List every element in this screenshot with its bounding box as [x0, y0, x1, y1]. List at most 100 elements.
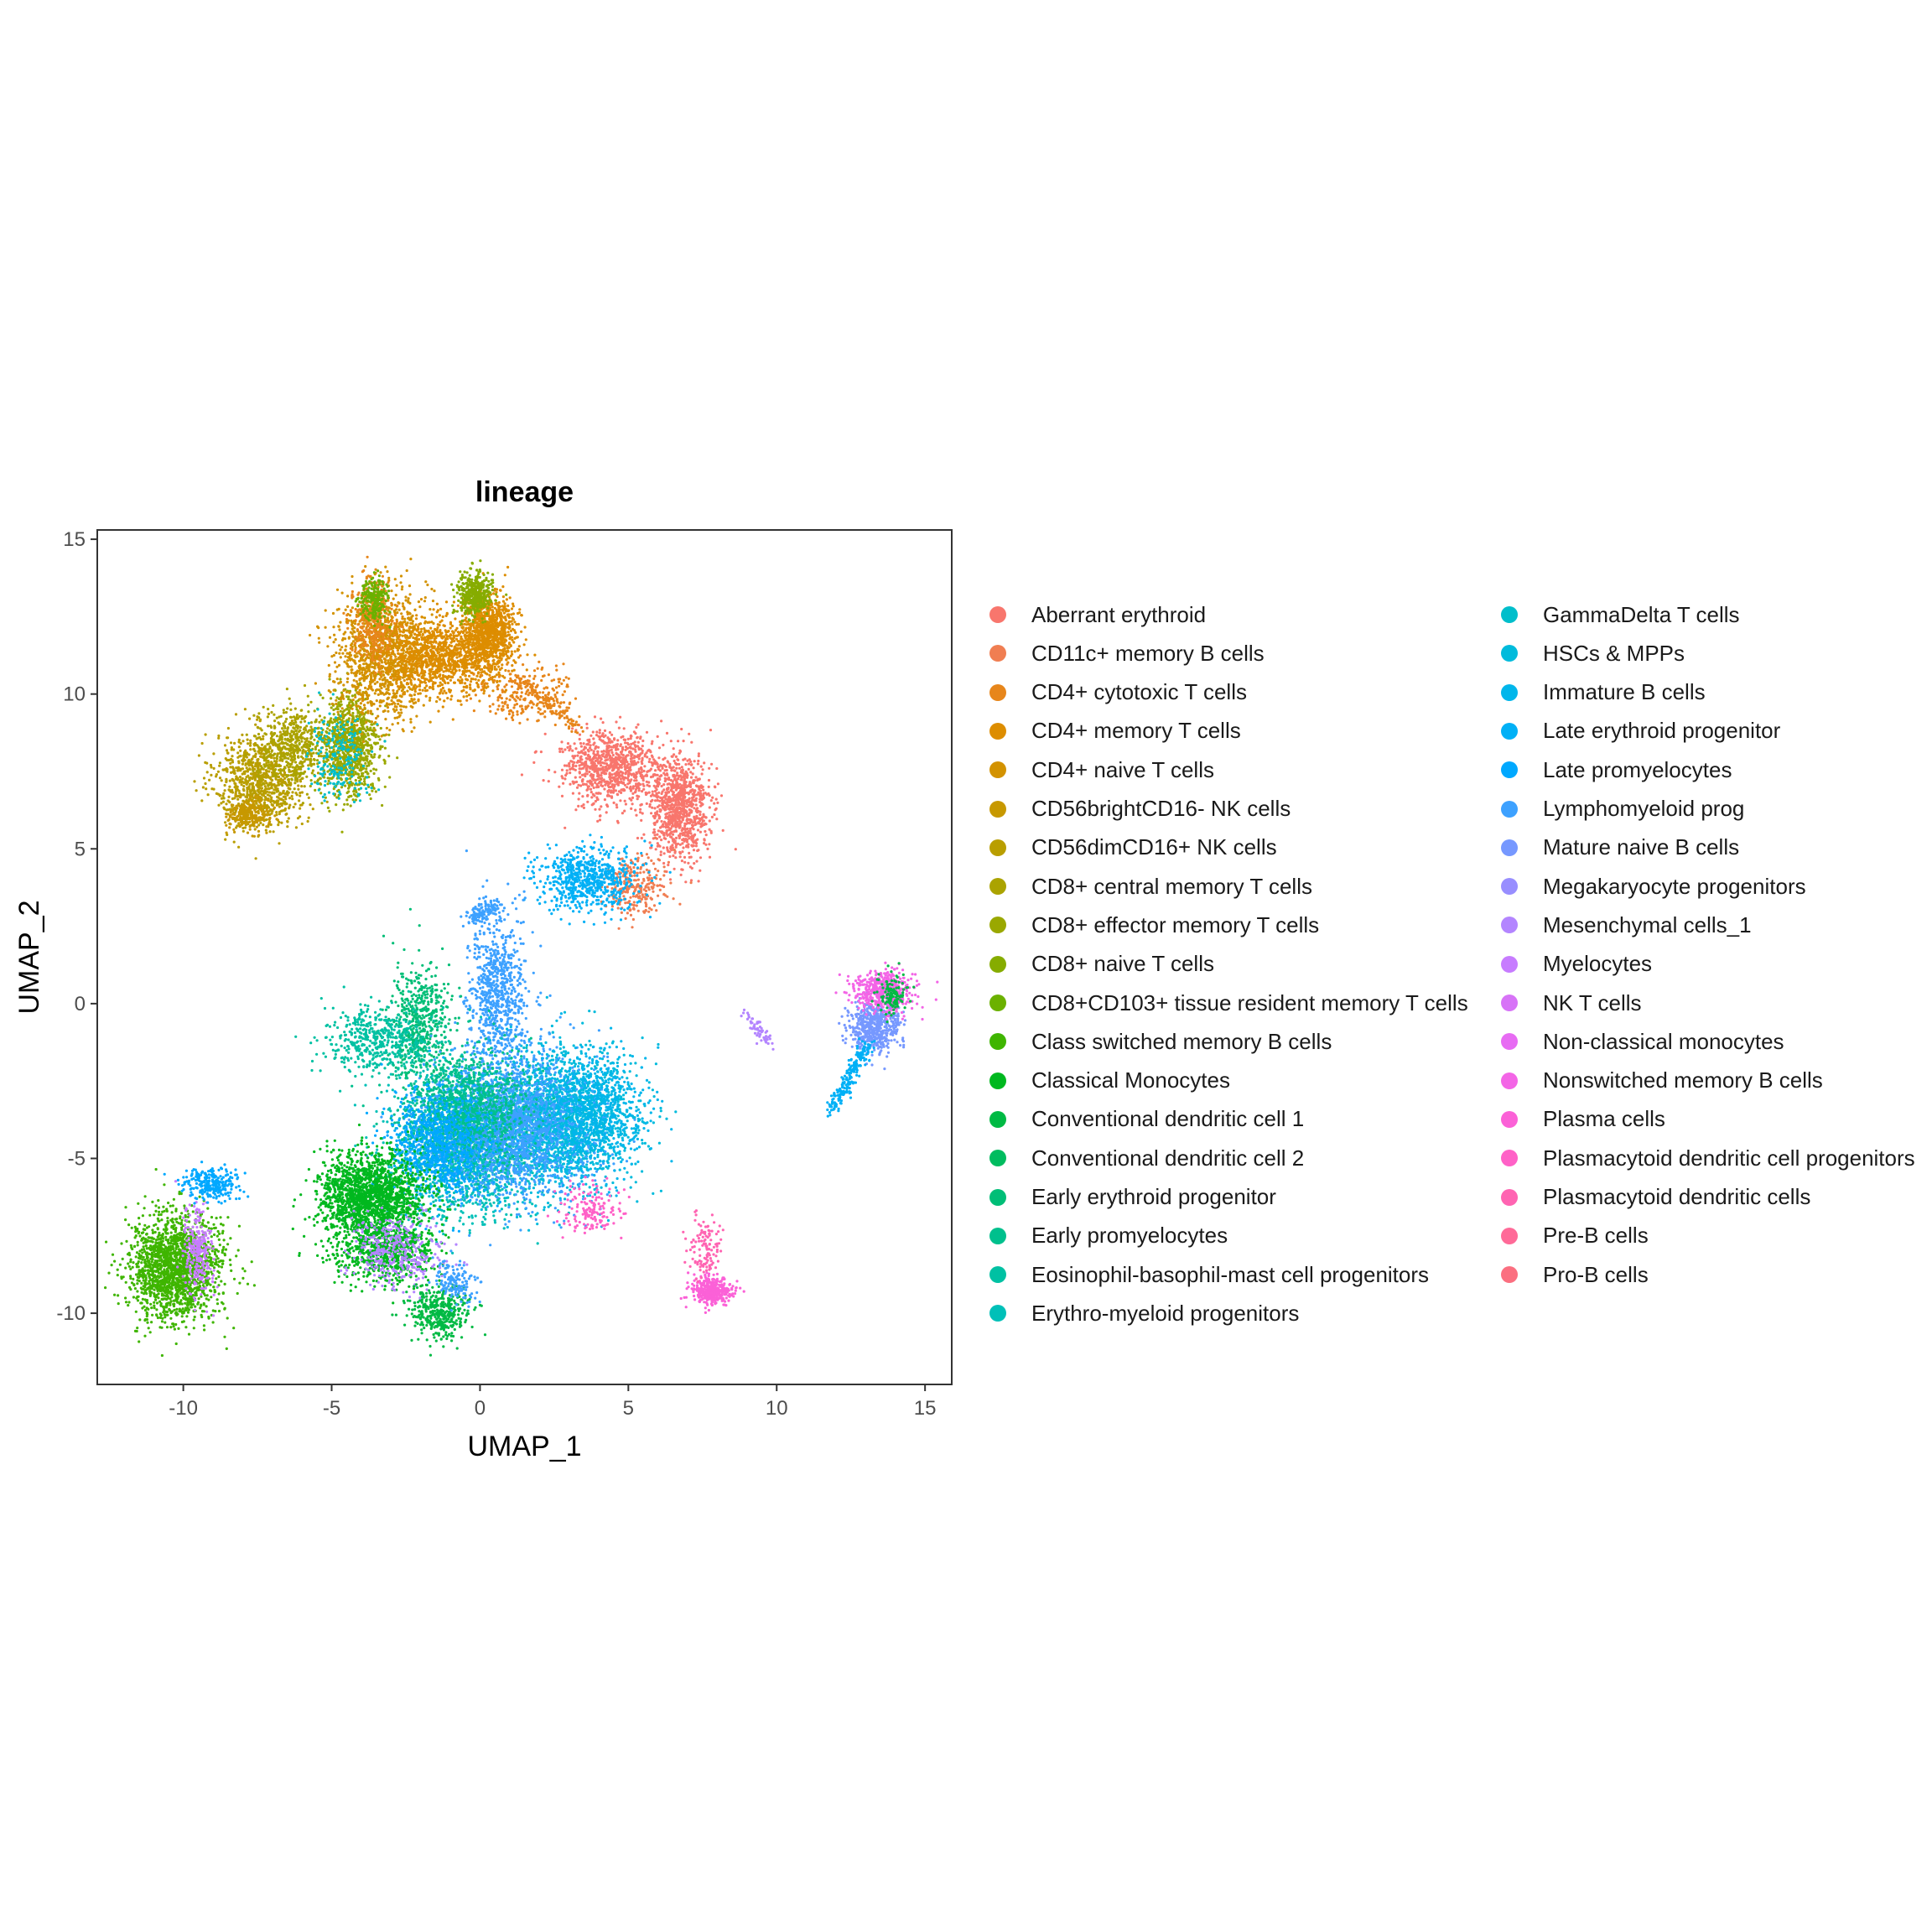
scatter-point: [304, 760, 306, 762]
scatter-point: [482, 680, 485, 683]
scatter-point: [341, 592, 344, 595]
scatter-point: [226, 736, 229, 739]
scatter-point: [241, 811, 243, 813]
scatter-point: [438, 657, 440, 659]
scatter-point: [424, 630, 427, 632]
scatter-point: [346, 681, 349, 683]
scatter-point: [314, 682, 317, 684]
scatter-point: [366, 677, 368, 679]
scatter-point: [408, 602, 411, 605]
scatter-point: [451, 650, 454, 652]
scatter-point: [226, 759, 228, 761]
scatter-point: [307, 764, 309, 766]
scatter-point: [266, 808, 268, 810]
scatter-point: [253, 824, 256, 827]
scatter-point: [366, 695, 369, 698]
scatter-point: [512, 603, 514, 605]
scatter-point: [316, 745, 319, 747]
scatter-point: [230, 741, 232, 744]
scatter-point: [230, 771, 232, 774]
scatter-point: [415, 715, 418, 718]
scatter-point: [225, 824, 227, 827]
scatter-point: [247, 739, 249, 741]
scatter-point: [246, 796, 248, 798]
scatter-point: [366, 759, 368, 761]
scatter-point: [499, 680, 501, 683]
scatter-point: [257, 712, 260, 714]
scatter-point: [309, 701, 312, 704]
scatter-point: [460, 651, 462, 653]
scatter-point: [325, 797, 327, 799]
scatter-point: [291, 795, 293, 797]
scatter-point: [268, 820, 271, 823]
scatter-point: [449, 662, 452, 665]
scatter-point: [307, 710, 309, 713]
scatter-point: [415, 623, 418, 626]
scatter-point: [419, 681, 422, 683]
scatter-point: [389, 658, 392, 661]
scatter-point: [252, 761, 254, 764]
scatter-point: [386, 727, 388, 730]
scatter-point: [349, 777, 351, 780]
scatter-point: [395, 632, 397, 635]
scatter-point: [386, 570, 388, 573]
scatter-point: [360, 702, 362, 704]
scatter-point: [267, 708, 269, 710]
scatter-point: [408, 647, 411, 649]
scatter-point: [511, 623, 513, 626]
scatter-point: [373, 667, 376, 669]
scatter-point: [384, 718, 387, 720]
scatter-point: [420, 598, 423, 600]
scatter-point: [361, 733, 363, 735]
scatter-point: [458, 669, 460, 672]
scatter-point: [293, 782, 296, 784]
scatter-point: [401, 695, 403, 698]
scatter-point: [373, 678, 376, 681]
scatter-point: [254, 724, 257, 726]
scatter-point: [447, 682, 449, 684]
scatter-point: [257, 834, 260, 836]
scatter-point: [224, 821, 226, 823]
scatter-point: [242, 830, 245, 833]
scatter-point: [259, 822, 262, 824]
scatter-point: [416, 666, 418, 668]
scatter-point: [255, 857, 257, 860]
scatter-point: [232, 828, 235, 831]
scatter-point: [255, 814, 257, 817]
scatter-point: [387, 710, 389, 713]
scatter-point: [329, 729, 331, 731]
scatter-point: [443, 661, 445, 663]
scatter-point: [423, 600, 426, 602]
scatter-point: [235, 784, 237, 787]
scatter-point: [365, 767, 367, 770]
scatter-point: [402, 705, 405, 708]
scatter-point: [418, 685, 421, 688]
scatter-point: [237, 804, 240, 807]
scatter-point: [341, 695, 344, 698]
scatter-point: [375, 790, 377, 792]
scatter-point: [271, 735, 273, 737]
scatter-point: [505, 689, 507, 692]
scatter-point: [316, 626, 319, 628]
scatter-point: [400, 652, 402, 655]
scatter-point: [217, 737, 220, 740]
scatter-point: [262, 782, 264, 785]
scatter-point: [263, 732, 266, 735]
scatter-point: [371, 784, 374, 787]
scatter-point: [225, 813, 227, 815]
scatter-point: [300, 756, 303, 758]
scatter-point: [352, 798, 355, 801]
scatter-point: [426, 689, 428, 692]
scatter-point: [297, 750, 299, 752]
scatter-point: [397, 649, 399, 652]
scatter-point: [262, 756, 265, 759]
scatter-point: [444, 625, 446, 627]
scatter-point: [302, 749, 304, 751]
scatter-point: [444, 643, 447, 646]
scatter-point: [431, 647, 434, 649]
scatter-point: [316, 759, 319, 761]
scatter-point: [337, 682, 340, 684]
scatter-point: [364, 687, 366, 689]
scatter-point: [377, 715, 379, 718]
